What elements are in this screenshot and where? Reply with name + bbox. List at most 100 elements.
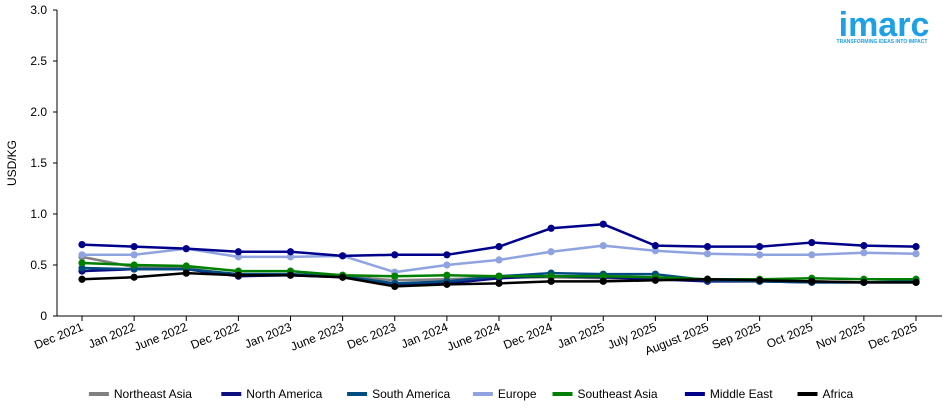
series-africa bbox=[78, 269, 920, 291]
y-tick-label: 2.5 bbox=[30, 54, 47, 68]
series-group bbox=[78, 220, 920, 291]
data-point-middle-east bbox=[651, 242, 659, 250]
data-point-africa bbox=[651, 276, 659, 284]
data-point-southeast-asia bbox=[391, 272, 399, 280]
data-point-southeast-asia bbox=[599, 272, 607, 280]
y-tick-label: 1.5 bbox=[30, 156, 47, 170]
y-axis-label: USD/KG bbox=[5, 140, 19, 186]
imarc-logo: imarc TRANSFORMING IDEAS INTO IMPACT bbox=[837, 6, 930, 45]
y-tick-group: 0 0.5 1.0 1.5 2.0 2.5 3.0 bbox=[30, 3, 57, 323]
data-point-middle-east bbox=[495, 243, 503, 251]
legend-item-europe[interactable]: Europe bbox=[472, 387, 537, 401]
x-tick-label: June 2024 bbox=[445, 320, 503, 354]
legend: Northeast Asia North America South America… bbox=[88, 387, 854, 401]
legend-label: South America bbox=[372, 387, 450, 401]
logo-brand: imarc bbox=[839, 6, 930, 44]
legend-item-southeast-asia[interactable]: Southeast Asia bbox=[552, 387, 658, 401]
x-tick-label: Dec 2024 bbox=[501, 320, 554, 352]
x-tick-label: Nov 2025 bbox=[814, 320, 867, 352]
legend-item-northeast-asia[interactable]: Northeast Asia bbox=[88, 387, 192, 401]
data-point-africa bbox=[234, 271, 242, 279]
data-point-southeast-asia bbox=[547, 272, 555, 280]
data-point-middle-east bbox=[234, 248, 242, 256]
data-point-africa bbox=[391, 282, 399, 291]
data-point-middle-east bbox=[756, 243, 764, 251]
data-point-middle-east bbox=[130, 243, 138, 251]
x-tick-label: Dec 2023 bbox=[345, 320, 398, 352]
data-point-africa bbox=[182, 269, 190, 277]
data-point-europe bbox=[808, 251, 816, 259]
data-point-middle-east bbox=[808, 238, 816, 247]
data-point-southeast-asia bbox=[78, 259, 86, 267]
x-tick-label: Oct 2025 bbox=[764, 320, 815, 351]
data-point-europe bbox=[234, 253, 242, 261]
data-point-south-america bbox=[78, 264, 86, 272]
data-point-middle-east bbox=[443, 251, 451, 259]
data-point-middle-east bbox=[182, 245, 190, 253]
x-tick-label: Dec 2022 bbox=[189, 320, 242, 352]
data-point-middle-east bbox=[599, 220, 607, 228]
x-tick-label: June 2023 bbox=[289, 320, 347, 354]
legend-item-north-america[interactable]: North America bbox=[221, 387, 323, 401]
x-tick-label: Jan 2023 bbox=[243, 320, 294, 352]
y-tick-label: 0 bbox=[40, 309, 47, 323]
y-tick-label: 0.5 bbox=[30, 258, 47, 272]
data-point-europe bbox=[78, 251, 86, 259]
data-point-europe bbox=[443, 261, 451, 269]
data-point-africa bbox=[756, 276, 764, 284]
data-point-africa bbox=[860, 278, 868, 286]
data-point-africa bbox=[495, 279, 503, 287]
data-point-europe bbox=[756, 251, 764, 259]
data-point-middle-east bbox=[339, 252, 347, 260]
data-point-africa bbox=[130, 273, 138, 281]
series-europe bbox=[78, 242, 920, 276]
x-tick-label: Sep 2025 bbox=[710, 320, 763, 352]
data-point-middle-east bbox=[703, 243, 712, 251]
data-point-africa bbox=[703, 275, 712, 283]
series-line-middle-east bbox=[81, 222, 917, 258]
data-point-africa bbox=[599, 277, 607, 285]
legend-item-south-america[interactable]: South America bbox=[347, 387, 450, 401]
x-tick-label: Jan 2024 bbox=[399, 320, 450, 352]
data-point-europe bbox=[495, 256, 503, 264]
data-point-europe bbox=[912, 250, 920, 258]
legend-label: North America bbox=[246, 387, 322, 401]
series-middle-east bbox=[78, 220, 920, 260]
x-tick-label: Dec 2021 bbox=[32, 320, 85, 352]
data-point-africa bbox=[808, 277, 816, 285]
data-point-africa bbox=[912, 278, 920, 286]
legend-item-middle-east[interactable]: Middle East bbox=[684, 387, 773, 401]
x-tick-label: June 2022 bbox=[132, 320, 190, 354]
data-point-middle-east bbox=[78, 241, 86, 249]
y-tick-label: 1.0 bbox=[30, 207, 47, 221]
legend-label: Africa bbox=[823, 387, 854, 401]
y-tick-label: 2.0 bbox=[30, 105, 47, 119]
data-point-middle-east bbox=[912, 243, 920, 251]
data-point-southeast-asia bbox=[130, 261, 138, 269]
legend-label: Southeast Asia bbox=[578, 387, 658, 401]
data-point-middle-east bbox=[547, 224, 555, 232]
x-tick-label: Dec 2025 bbox=[866, 320, 919, 352]
data-point-africa bbox=[78, 275, 86, 283]
data-point-europe bbox=[130, 251, 138, 259]
legend-label: Middle East bbox=[710, 387, 773, 401]
data-point-middle-east bbox=[286, 248, 295, 256]
data-point-southeast-asia bbox=[443, 271, 451, 279]
data-point-middle-east bbox=[860, 242, 868, 250]
data-point-europe bbox=[547, 248, 555, 256]
data-point-europe bbox=[286, 253, 295, 261]
data-point-middle-east bbox=[391, 251, 399, 259]
legend-label: Northeast Asia bbox=[114, 387, 192, 401]
legend-item-africa[interactable]: Africa bbox=[797, 387, 854, 401]
logo-tagline: TRANSFORMING IDEAS INTO IMPACT bbox=[837, 39, 928, 45]
data-point-europe bbox=[599, 242, 607, 250]
data-point-southeast-asia bbox=[495, 272, 503, 280]
data-point-europe bbox=[703, 250, 712, 258]
y-tick-label: 3.0 bbox=[30, 3, 47, 17]
legend-label: Europe bbox=[498, 387, 537, 401]
data-point-europe bbox=[651, 247, 659, 255]
data-point-europe bbox=[860, 249, 868, 257]
data-point-africa bbox=[339, 273, 347, 281]
data-point-africa bbox=[286, 271, 295, 279]
x-tick-label: Jan 2022 bbox=[86, 320, 137, 352]
